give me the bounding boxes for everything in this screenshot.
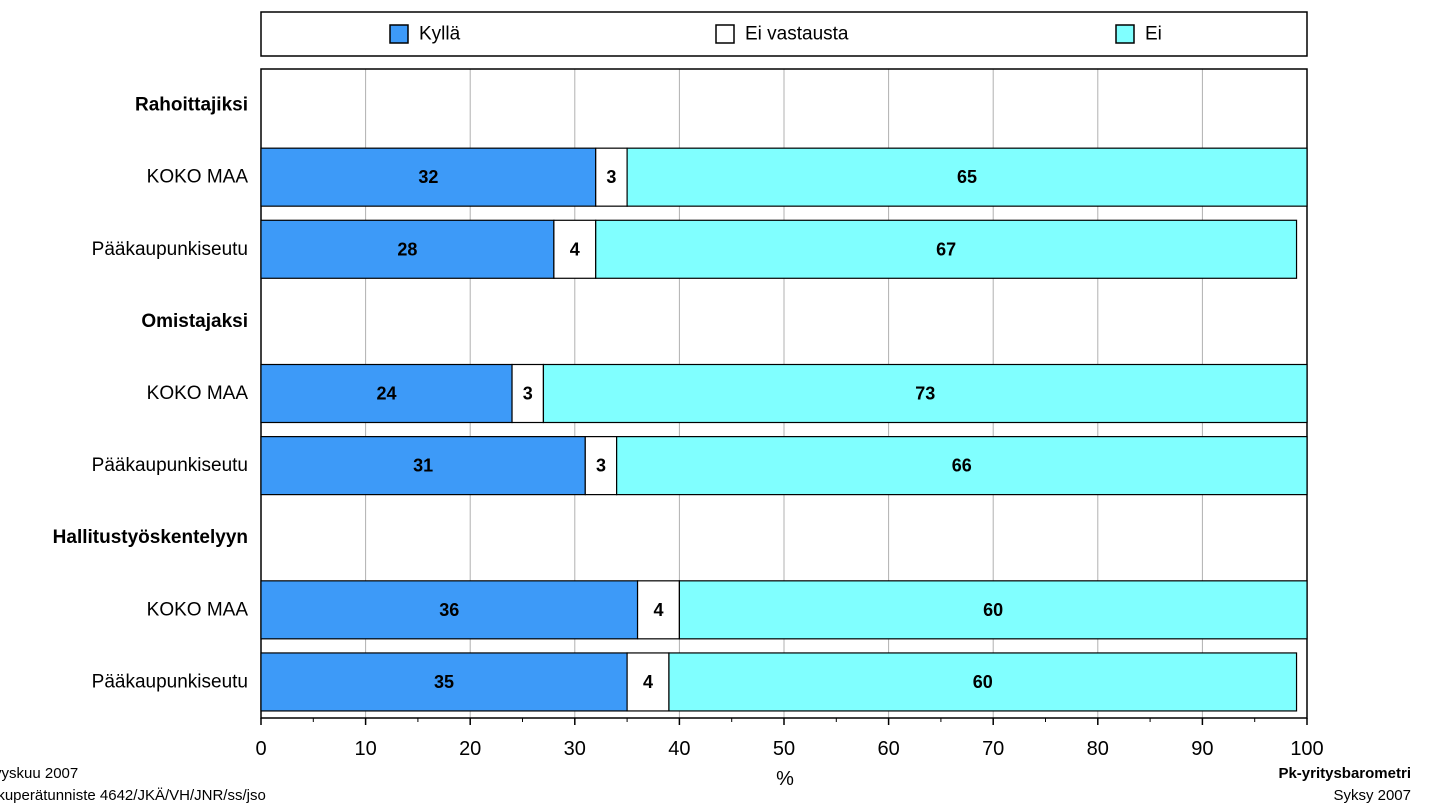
data-label: 60	[983, 600, 1003, 620]
data-label: 32	[418, 167, 438, 187]
bar-segment	[626, 147, 1308, 207]
data-label: 66	[952, 456, 972, 476]
x-tick-label: 50	[773, 738, 795, 760]
category-label: Pääkaupunkiseutu	[92, 455, 248, 476]
data-label: 36	[439, 600, 459, 620]
bar-segment	[553, 219, 597, 279]
data-label: 4	[653, 600, 663, 620]
data-label: 3	[596, 456, 606, 476]
category-label: Pääkaupunkiseutu	[92, 671, 248, 692]
legend-label: Kyllä	[419, 24, 461, 45]
data-label: 73	[915, 384, 935, 404]
x-tick-label: 0	[255, 738, 266, 760]
x-tick-label: 100	[1290, 738, 1323, 760]
bar-segment	[636, 580, 680, 640]
data-label: 67	[936, 239, 956, 259]
data-label: 28	[397, 239, 417, 259]
bar-segment	[595, 219, 1298, 279]
x-tick-label: 70	[982, 738, 1004, 760]
data-label: 60	[973, 672, 993, 692]
data-label: 31	[413, 456, 433, 476]
legend-label: Ei	[1145, 24, 1162, 45]
x-tick-label: 20	[459, 738, 481, 760]
bar-segment	[595, 147, 628, 207]
footer-date: yyskuu 2007	[0, 765, 79, 782]
footer-season: Syksy 2007	[1333, 787, 1411, 804]
x-tick-label: 80	[1087, 738, 1109, 760]
bar-segment	[511, 363, 545, 424]
x-tick-label: 10	[354, 738, 376, 760]
x-tick-label: 90	[1191, 738, 1213, 760]
group-header-label: Omistajaksi	[141, 311, 248, 332]
bar-segment	[260, 652, 628, 712]
bar-segment	[584, 436, 618, 496]
footer-source-id: lkuperätunniste 4642/JKÄ/VH/JNR/ss/jso	[0, 787, 266, 804]
x-tick-label: 30	[564, 738, 586, 760]
group-header-label: Hallitustyöskentelyyn	[53, 527, 248, 548]
bar-segment	[616, 436, 1308, 496]
bar-segment	[542, 363, 1308, 424]
x-tick-label: 60	[877, 738, 899, 760]
bar-segment	[260, 147, 597, 207]
group-header-label: Rahoittajiksi	[135, 95, 248, 116]
x-axis-label: %	[776, 768, 794, 790]
x-tick-label: 40	[668, 738, 690, 760]
bar-segment	[260, 219, 555, 279]
category-label: KOKO MAA	[147, 167, 249, 188]
bar-segment	[260, 363, 513, 424]
data-label: 24	[377, 384, 397, 404]
bar-segment	[626, 652, 670, 712]
bar-segment	[668, 652, 1298, 712]
legend-swatch	[715, 24, 735, 44]
data-label: 3	[606, 167, 616, 187]
data-label: 4	[643, 672, 653, 692]
legend-swatch	[1115, 24, 1135, 44]
legend-label: Ei vastausta	[745, 24, 849, 45]
data-label: 4	[570, 239, 580, 259]
category-label: Pääkaupunkiseutu	[92, 239, 248, 260]
legend-swatch	[389, 24, 409, 44]
footer-publication: Pk-yritysbarometri	[1278, 765, 1411, 782]
bar-segment	[678, 580, 1308, 640]
category-label: KOKO MAA	[147, 599, 249, 620]
data-label: 65	[957, 167, 977, 187]
data-label: 35	[434, 672, 454, 692]
data-label: 3	[523, 384, 533, 404]
category-label: KOKO MAA	[147, 383, 249, 404]
bar-segment	[260, 580, 639, 640]
